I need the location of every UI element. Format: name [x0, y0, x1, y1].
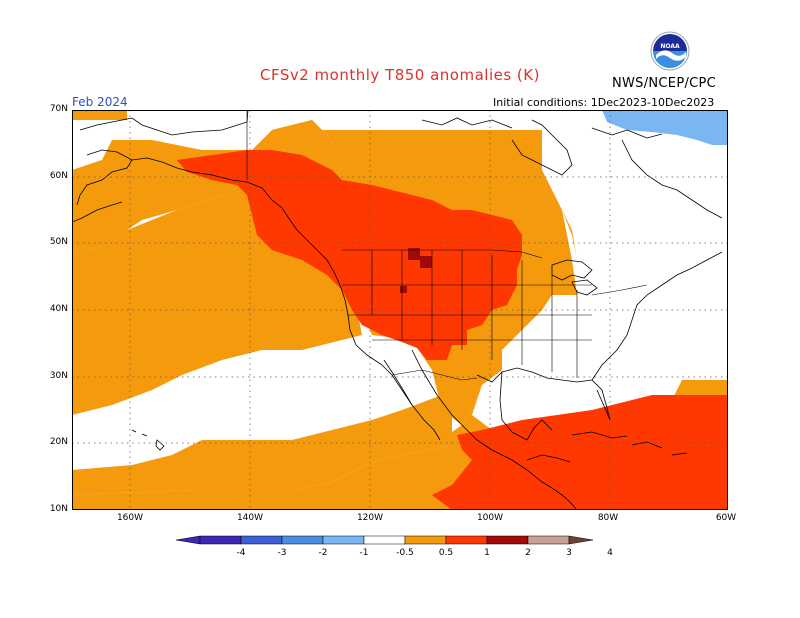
borders — [246, 110, 648, 381]
colorbar-swatch — [281, 535, 324, 545]
map-title: CFSv2 monthly T850 anomalies (K) — [260, 66, 540, 84]
colorbar-label: -0.5 — [396, 548, 414, 558]
colorbar-swatch — [199, 535, 242, 545]
lon-label: 60W — [715, 513, 737, 523]
colorbar-label: 4 — [607, 548, 613, 558]
colorbar-swatch — [322, 535, 365, 545]
colorbar-swatch — [445, 535, 488, 545]
svg-text:NOAA: NOAA — [660, 43, 680, 50]
noaa-logo: NOAA — [650, 31, 690, 71]
lon-label: 120W — [356, 513, 384, 523]
lat-label: 40N — [49, 304, 68, 314]
initial-conditions: Initial conditions: 1Dec2023-10Dec2023 — [493, 96, 715, 109]
anomaly-map — [72, 110, 728, 510]
lon-label: 100W — [476, 513, 504, 523]
anomaly-1-2-region — [177, 150, 728, 510]
lat-label: 50N — [49, 237, 68, 247]
colorbar-arrow-left — [175, 535, 201, 545]
colorbar-label: 1 — [484, 548, 490, 558]
lat-label: 70N — [49, 104, 68, 114]
lat-label: 20N — [49, 437, 68, 447]
colorbar-label: 0.5 — [439, 548, 453, 558]
colorbar-swatch — [363, 535, 406, 545]
colorbar-swatch — [486, 535, 529, 545]
lon-label: 140W — [236, 513, 264, 523]
colorbar-label: -1 — [360, 548, 369, 558]
anomaly-negative-region — [602, 110, 728, 145]
lat-label: 60N — [49, 171, 68, 181]
colorbar-label: -4 — [237, 548, 246, 558]
colorbar-label: -2 — [319, 548, 328, 558]
anomaly-2-3-region — [400, 248, 432, 293]
map-frame — [72, 110, 728, 510]
agency-label: NWS/NCEP/CPC — [612, 76, 717, 91]
colorbar-swatch — [527, 535, 570, 545]
lon-label: 80W — [597, 513, 619, 523]
colorbar-arrow-right — [568, 535, 594, 545]
forecast-month: Feb 2024 — [72, 95, 128, 109]
coastlines — [72, 110, 723, 510]
colorbar-swatch — [240, 535, 283, 545]
graticule — [72, 110, 728, 510]
colorbar-label: -3 — [278, 548, 287, 558]
colorbar-swatch — [404, 535, 447, 545]
colorbar-label: 3 — [566, 548, 572, 558]
lat-label: 30N — [49, 371, 68, 381]
lon-label: 160W — [116, 513, 144, 523]
lat-label: 10N — [49, 504, 68, 514]
colorbar: -4 -3 -2 -1 -0.5 0.5 1 2 3 4 — [175, 535, 613, 558]
colorbar-label: 2 — [525, 548, 531, 558]
